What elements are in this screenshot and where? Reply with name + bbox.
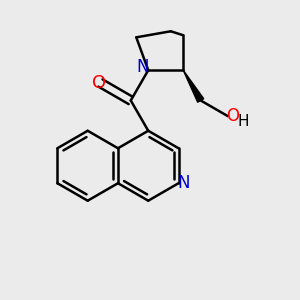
Text: N: N	[137, 58, 149, 76]
Polygon shape	[183, 70, 204, 102]
Text: O: O	[92, 74, 106, 92]
Text: O: O	[226, 107, 239, 125]
Text: H: H	[238, 114, 249, 129]
Text: N: N	[178, 174, 190, 192]
